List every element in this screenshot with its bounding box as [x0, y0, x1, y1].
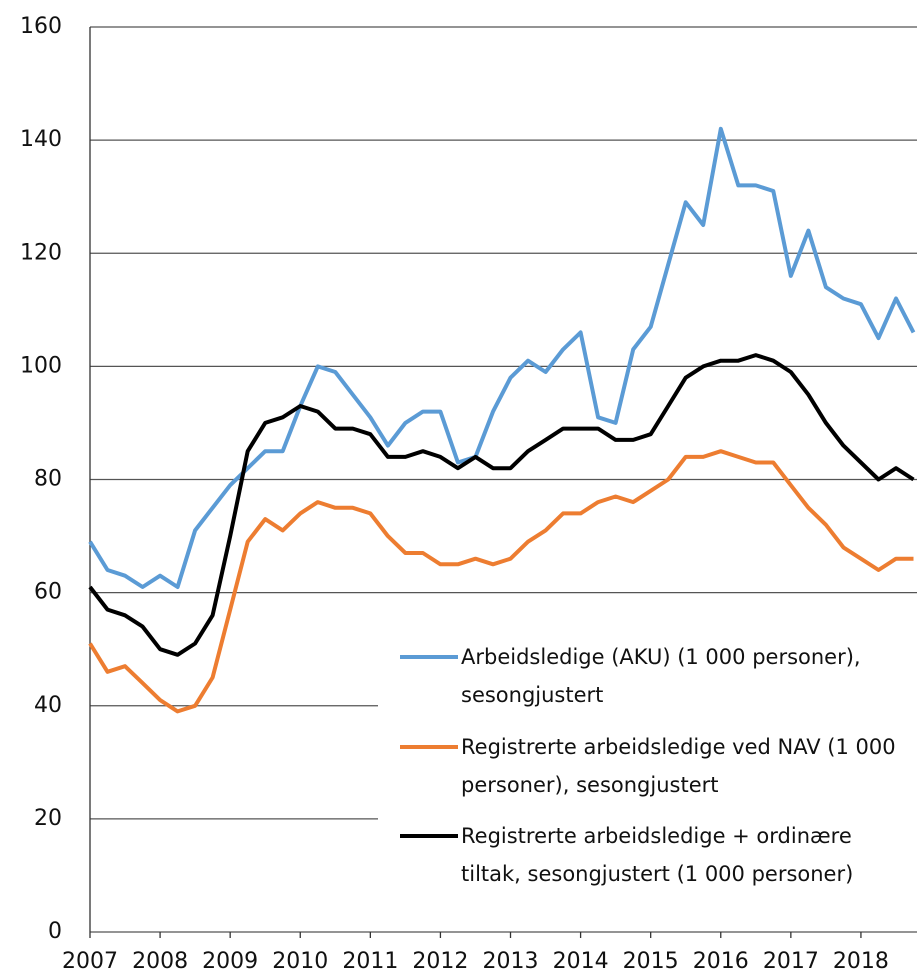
x-tick-label: 2007	[62, 949, 118, 974]
x-tick-label: 2013	[483, 949, 539, 974]
series-line	[88, 126, 916, 589]
x-tick-label: 2009	[202, 949, 258, 974]
legend-item: Registrerte arbeidsledige ved NAV (1 000…	[461, 735, 896, 797]
x-tick-label: 2014	[553, 949, 609, 974]
legend-item: Registrerte arbeidsledige + ordinære til…	[461, 824, 854, 886]
x-tick-label: 2008	[132, 949, 188, 974]
legend-label: Registrerte arbeidsledige + ordinære til…	[461, 824, 854, 886]
x-tick-label: 2010	[272, 949, 328, 974]
y-tick-label: 120	[20, 240, 62, 265]
x-tick-label: 2016	[693, 949, 749, 974]
series-line	[88, 353, 915, 657]
x-tick-label: 2011	[342, 949, 398, 974]
x-tick-label: 2017	[763, 949, 819, 974]
legend-item: Arbeidsledige (AKU) (1 000 personer), se…	[461, 645, 861, 707]
x-tick-label: 2015	[623, 949, 679, 974]
y-tick-label: 60	[34, 580, 62, 605]
legend-label: Arbeidsledige (AKU) (1 000 personer), se…	[461, 645, 861, 707]
legend-label: Registrerte arbeidsledige ved NAV (1 000…	[461, 735, 896, 797]
y-tick-label: 40	[34, 693, 62, 718]
x-tick-label: 2018	[833, 949, 889, 974]
y-tick-label: 0	[48, 919, 62, 944]
y-tick-label: 140	[20, 127, 62, 152]
y-tick-label: 80	[34, 467, 62, 492]
legend-box	[378, 632, 917, 907]
series-line	[88, 449, 914, 714]
y-tick-label: 100	[20, 353, 62, 378]
x-tick-label: 2012	[412, 949, 468, 974]
y-tick-label: 20	[34, 806, 62, 831]
y-tick-label: 160	[20, 14, 62, 39]
